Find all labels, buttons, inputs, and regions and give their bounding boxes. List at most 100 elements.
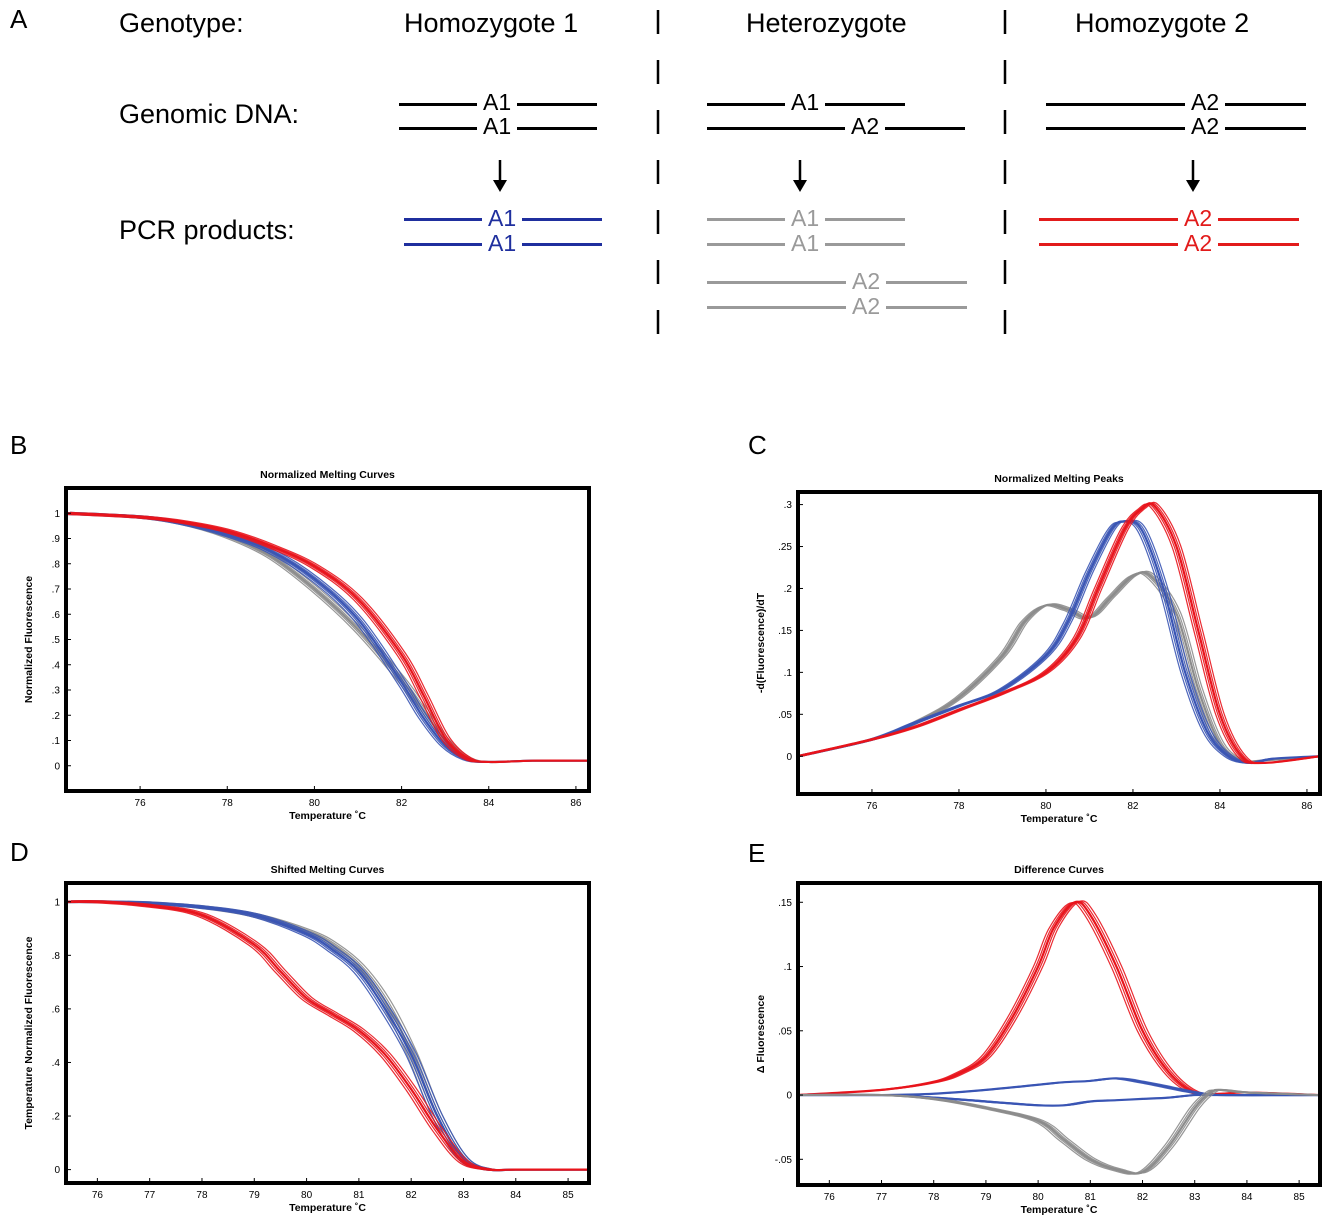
y-axis-label: Normalized Fluorescence <box>23 576 35 703</box>
x-tick-label: 84 <box>483 798 495 809</box>
x-axis-label: Temperature ˚C <box>1021 1204 1098 1215</box>
curve-blue <box>70 511 589 763</box>
pcr-strand-h2 <box>1039 243 1299 246</box>
y-tick-label: 0 <box>54 761 60 772</box>
chart-shifted-melting-curves: Shifted Melting Curves 76 77 78 79 80 81 82 83 84… <box>23 864 591 1214</box>
x-tick-label: 84 <box>1214 801 1226 812</box>
column-title-homozygote-2: Homozygote 2 <box>1075 8 1250 38</box>
curve-gray <box>799 571 1320 763</box>
y-tick-label: 0 <box>54 1165 60 1176</box>
curve-blue <box>798 1094 1318 1107</box>
chart-title: Normalized Melting Peaks <box>994 473 1124 485</box>
curve-red <box>799 502 1320 764</box>
y-tick-label: 1 <box>54 509 60 520</box>
pcr-allele-label: A2 <box>846 268 887 295</box>
y-tick-label: .7 <box>52 585 61 596</box>
y-axis-label: Δ Fluorescence <box>755 995 767 1073</box>
curve-blue <box>798 1093 1320 1107</box>
y-tick-label: .2 <box>52 711 61 722</box>
chart-title: Difference Curves <box>1014 864 1104 876</box>
y-tick-label: .1 <box>784 962 793 973</box>
curve-blue <box>66 513 587 763</box>
arrow-down-icon <box>793 160 807 192</box>
curve-red <box>800 900 1320 1096</box>
curve-blue <box>803 1077 1320 1096</box>
pcr-allele-label: A2 <box>1178 230 1219 257</box>
x-tick-label: 78 <box>928 1192 940 1203</box>
genomic-allele-label: A1 <box>477 113 518 140</box>
pcr-allele-label: A1 <box>785 230 826 257</box>
chart-normalized-melting-peaks: Normalized Melting Peaks 76 78 80 82 84 86 0 .05… <box>755 473 1322 825</box>
panel-letter-d: D <box>10 837 29 867</box>
x-tick-label: 80 <box>301 1190 313 1201</box>
curve-gray <box>798 571 1320 763</box>
y-tick-label: .1 <box>784 668 793 679</box>
y-tick-label: .4 <box>52 660 61 671</box>
x-tick-label: 84 <box>1241 1192 1253 1203</box>
genotype-separators <box>493 10 1200 345</box>
genomic-allele-label: A2 <box>1185 89 1226 116</box>
pcr-allele-label: A1 <box>785 205 826 232</box>
genomic-strand-het-bottom <box>707 127 965 130</box>
panel-letter-a: A <box>10 4 28 34</box>
x-tick-label: 82 <box>1137 1192 1149 1203</box>
curve-red <box>802 900 1320 1096</box>
curve-gray <box>66 512 589 764</box>
y-tick-label: .6 <box>52 1004 61 1015</box>
curve-red <box>66 512 589 764</box>
curve-blue <box>803 1094 1320 1107</box>
curve-blue <box>66 513 585 763</box>
panel-letter-e: E <box>748 838 766 868</box>
x-tick-label: 78 <box>953 801 965 812</box>
panel-letter-c: C <box>748 430 767 460</box>
curve-red <box>798 502 1320 765</box>
genomic-dna-label: Genomic DNA: <box>119 99 300 129</box>
x-tick-label: 83 <box>1189 1192 1201 1203</box>
x-axis-label: Temperature ˚C <box>1021 813 1098 825</box>
y-tick-label: .8 <box>52 559 61 570</box>
genomic-allele-label: A1 <box>785 89 826 116</box>
y-tick-label: 0 <box>786 1091 792 1102</box>
x-tick-label: 76 <box>92 1190 104 1201</box>
pcr-allele-label: A1 <box>482 230 523 257</box>
y-tick-label: .2 <box>784 584 793 595</box>
curve-gray <box>803 1089 1320 1174</box>
arrow-down-icon <box>493 160 507 192</box>
panel-letter-b: B <box>10 430 28 460</box>
x-tick-label: 82 <box>1127 801 1139 812</box>
genotype-label: Genotype: <box>119 8 244 38</box>
chart-title: Normalized Melting Curves <box>260 469 395 481</box>
plot-frame <box>64 486 591 793</box>
curve-red <box>798 503 1318 764</box>
curve-gray <box>802 570 1320 763</box>
y-tick-label: -.05 <box>775 1155 793 1166</box>
column-title-heterozygote: Heterozygote <box>746 8 907 38</box>
x-axis-label: Temperature ˚C <box>289 1202 366 1214</box>
x-tick-label: 76 <box>135 798 147 809</box>
pcr-allele-label: A2 <box>846 293 887 320</box>
curve-red <box>798 503 1316 764</box>
y-tick-label: .25 <box>778 542 792 553</box>
curve-blue <box>800 1094 1320 1107</box>
curve-gray <box>66 513 585 763</box>
curve-gray <box>798 1088 1320 1175</box>
x-tick-label: 78 <box>222 798 234 809</box>
pcr-strand-het <box>707 306 967 309</box>
x-tick-label: 79 <box>249 1190 261 1201</box>
x-tick-label: 81 <box>1085 1192 1097 1203</box>
x-tick-label: 82 <box>396 798 408 809</box>
curve-blue <box>802 519 1320 764</box>
curve-gray <box>70 511 589 763</box>
pcr-strand-h2 <box>1039 218 1299 221</box>
y-tick-label: .6 <box>52 610 61 621</box>
x-tick-label: 83 <box>458 1190 470 1201</box>
series-group <box>798 900 1320 1175</box>
series-group <box>66 899 589 1172</box>
column-title-homozygote-1: Homozygote 1 <box>404 8 579 38</box>
y-tick-label: .05 <box>778 1026 792 1037</box>
x-tick-label: 80 <box>1040 801 1052 812</box>
curve-gray <box>798 572 1318 763</box>
curve-red <box>68 512 589 763</box>
x-tick-label: 77 <box>876 1192 888 1203</box>
curve-blue <box>798 1094 1315 1107</box>
